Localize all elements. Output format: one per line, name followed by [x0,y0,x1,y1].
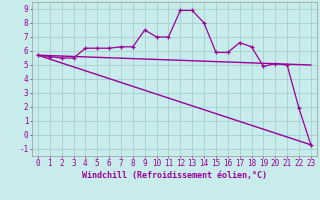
X-axis label: Windchill (Refroidissement éolien,°C): Windchill (Refroidissement éolien,°C) [82,171,267,180]
